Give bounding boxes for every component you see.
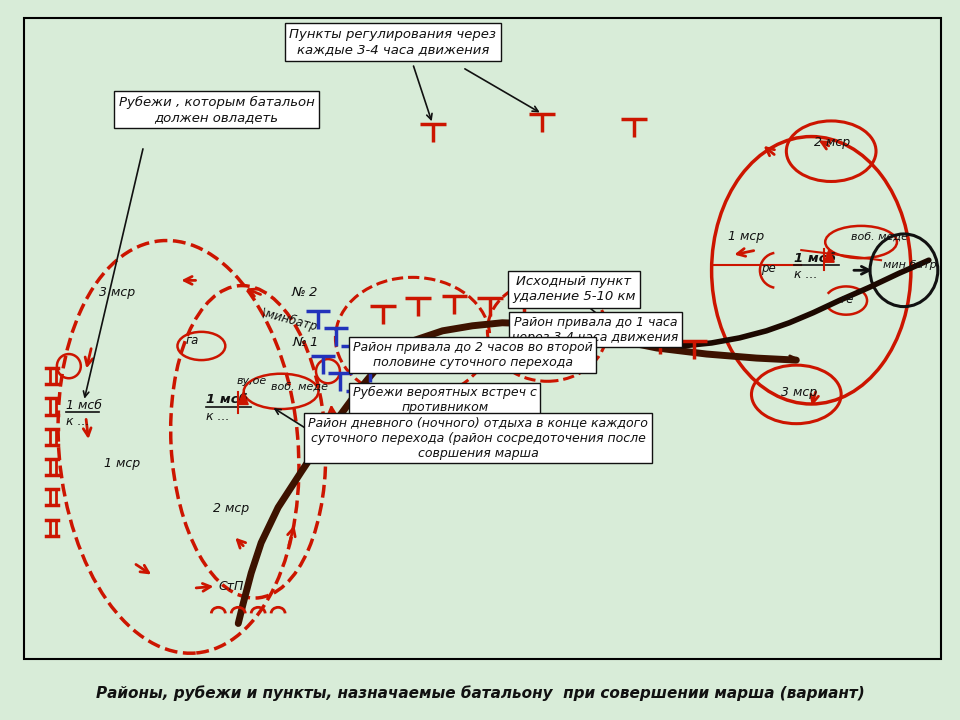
- Text: 1 мсб: 1 мсб: [66, 399, 102, 412]
- Text: га: га: [185, 334, 199, 347]
- Text: к ...: к ...: [794, 269, 818, 282]
- Text: № 1: № 1: [293, 336, 320, 349]
- Text: воб. меде: воб. меде: [271, 382, 328, 392]
- Polygon shape: [825, 249, 834, 262]
- Polygon shape: [238, 392, 249, 405]
- Text: ге: ге: [840, 292, 853, 305]
- Text: к ...: к ...: [66, 415, 89, 428]
- Text: 3 мср: 3 мср: [781, 387, 818, 400]
- Text: воб. меде: воб. меде: [852, 232, 908, 242]
- Text: Район привала до 2 часов во второй
половине суточного перехода: Район привала до 2 часов во второй полов…: [353, 341, 592, 369]
- Text: Рубежи , которым батальон
должен овладеть: Рубежи , которым батальон должен овладет…: [119, 96, 315, 124]
- Text: 2 мср: 2 мср: [213, 503, 250, 516]
- Text: \минбатр: \минбатр: [260, 307, 319, 334]
- Text: Пункты регулирования через
каждые 3-4 часа движения: Пункты регулирования через каждые 3-4 ча…: [289, 28, 496, 56]
- Text: 1 мср: 1 мср: [104, 457, 140, 470]
- Text: 2 мср: 2 мср: [814, 136, 851, 149]
- Text: 3 мср: 3 мср: [99, 286, 134, 299]
- Text: № 2: № 2: [291, 286, 318, 299]
- Text: Район дневного (ночного) отдыха в конце каждого
суточного перехода (район сосред: Район дневного (ночного) отдыха в конце …: [308, 417, 648, 459]
- Text: Рубежи вероятных встреч с
противником: Рубежи вероятных встреч с противником: [353, 387, 537, 415]
- Text: Район привала до 1 часа
через 3-4 часа движения: Район привала до 1 часа через 3-4 часа д…: [513, 315, 679, 343]
- Text: к ...: к ...: [206, 410, 229, 423]
- Text: мин батр: мин батр: [883, 260, 937, 270]
- Text: ре: ре: [761, 262, 777, 275]
- Text: 1 мсб: 1 мсб: [206, 394, 249, 407]
- Text: Районы, рубежи и пункты, назначаемые батальону  при совершении марша (вариант): Районы, рубежи и пункты, назначаемые бат…: [96, 685, 864, 701]
- Text: ву,ое: ву,ое: [236, 377, 267, 387]
- Text: 1 мсб: 1 мсб: [794, 252, 836, 265]
- Text: СтП: СтП: [218, 580, 244, 593]
- Text: 1 мср: 1 мср: [728, 230, 763, 243]
- Text: Исходный пункт
удаление 5-10 км: Исходный пункт удаление 5-10 км: [513, 275, 636, 303]
